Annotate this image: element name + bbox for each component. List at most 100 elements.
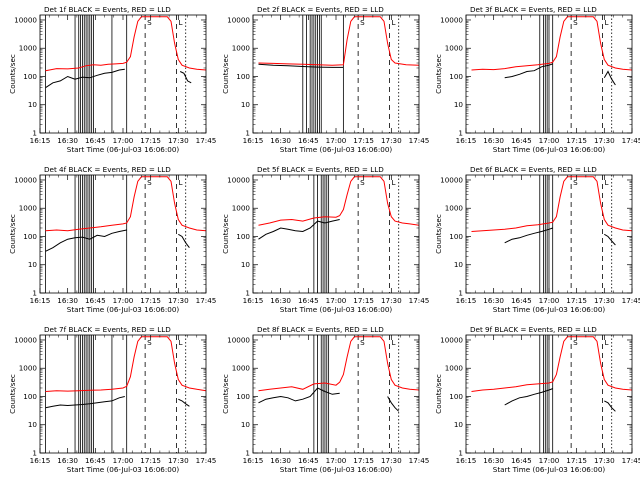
panel-2f: Det 2f BLACK = Events, RED = LLD S L 1 10 100… — [221, 5, 429, 154]
events-series-line — [387, 396, 400, 412]
event-lines — [302, 15, 400, 133]
events-series-line — [504, 388, 553, 406]
x-axis-label: Start Time (06-Jul-03 16:06:00) — [493, 465, 606, 474]
panel-title: Det 4f BLACK = Events, RED = LLD — [44, 165, 171, 174]
events-series-line — [179, 71, 192, 84]
lld-series-line — [45, 176, 206, 232]
x-tick-label: 17:45 — [409, 296, 430, 305]
events-series-line — [258, 387, 340, 404]
x-tick-label: 17:15 — [566, 296, 587, 305]
x-tick-label: 17:45 — [622, 456, 640, 465]
x-tick-label: 16:30 — [483, 136, 504, 145]
x-tick-label: 16:45 — [298, 296, 319, 305]
x-tick-label: 16:30 — [57, 456, 78, 465]
x-tick-label: 16:30 — [270, 456, 291, 465]
y-axis-label: Counts/sec — [221, 374, 230, 414]
events-series-line — [603, 70, 616, 86]
x-tick-label: 17:15 — [353, 136, 374, 145]
events-series-line — [504, 227, 553, 244]
y-tick-label: 100 — [23, 72, 37, 81]
x-tick-label: 17:45 — [196, 296, 217, 305]
series-group — [471, 176, 632, 246]
attenuator-in-marker: S — [360, 338, 365, 347]
y-tick-label: 10 — [454, 100, 464, 109]
attenuator-in-marker: S — [360, 178, 365, 187]
y-tick-label: 1000 — [232, 44, 251, 53]
plot-frame — [39, 14, 207, 134]
x-tick-label: 17:45 — [196, 456, 217, 465]
x-tick-label: 17:00 — [326, 296, 347, 305]
x-tick-label: 17:00 — [113, 136, 134, 145]
plot-frame — [252, 14, 420, 134]
panel-1f: Det 1f BLACK = Events, RED = LLD S L 1 10 100… — [8, 5, 216, 154]
y-tick-label: 100 — [236, 232, 250, 241]
y-tick-label: 1 — [245, 449, 250, 458]
event-lines — [313, 175, 400, 293]
attenuator-out-marker: L — [604, 338, 608, 347]
plot-frame — [39, 174, 207, 294]
attenuator-in-marker: S — [147, 338, 152, 347]
y-tick-label: 1000 — [19, 364, 38, 373]
plot-frame — [252, 174, 420, 294]
y-tick-label: 1000 — [445, 204, 464, 213]
events-series-line — [45, 396, 125, 409]
x-axis-label: Start Time (06-Jul-03 16:06:00) — [67, 465, 180, 474]
x-axis-label: Start Time (06-Jul-03 16:06:00) — [280, 145, 393, 154]
panel-9f: Det 9f BLACK = Events, RED = LLD S L 1 10 100… — [434, 325, 640, 474]
x-tick-label: 16:45 — [298, 136, 319, 145]
lld-series-line — [471, 176, 632, 232]
panel-title: Det 6f BLACK = Events, RED = LLD — [470, 165, 597, 174]
y-tick-label: 10000 — [227, 335, 250, 344]
attenuator-out-marker: L — [178, 178, 182, 187]
x-tick-label: 16:15 — [456, 136, 477, 145]
y-tick-label: 10000 — [440, 175, 463, 184]
attenuator-out-marker: L — [604, 18, 608, 27]
attenuator-out-marker: L — [391, 178, 395, 187]
x-tick-label: 17:15 — [140, 456, 161, 465]
y-tick-label: 1 — [32, 289, 37, 298]
y-tick-label: 1 — [458, 129, 463, 138]
x-tick-label: 16:45 — [85, 456, 106, 465]
x-tick-label: 17:45 — [196, 136, 217, 145]
attenuator-in-marker: S — [573, 338, 578, 347]
x-tick-label: 17:00 — [539, 296, 560, 305]
y-tick-label: 10 — [454, 260, 464, 269]
y-axis-label: Counts/sec — [434, 54, 443, 94]
panel-title: Det 3f BLACK = Events, RED = LLD — [470, 5, 597, 14]
x-axis-label: Start Time (06-Jul-03 16:06:00) — [493, 145, 606, 154]
y-tick-label: 10000 — [14, 15, 37, 24]
y-tick-label: 100 — [236, 392, 250, 401]
y-tick-label: 1000 — [19, 204, 38, 213]
x-axis-label: Start Time (06-Jul-03 16:06:00) — [493, 305, 606, 314]
lld-series-line — [45, 16, 206, 72]
x-tick-label: 17:00 — [326, 456, 347, 465]
y-tick-label: 100 — [23, 392, 37, 401]
x-tick-label: 16:15 — [243, 136, 264, 145]
x-tick-label: 17:30 — [381, 296, 402, 305]
panel-title: Det 8f BLACK = Events, RED = LLD — [257, 325, 384, 334]
x-tick-label: 17:45 — [622, 136, 640, 145]
y-tick-label: 1 — [458, 449, 463, 458]
x-tick-label: 16:15 — [456, 296, 477, 305]
y-tick-label: 10000 — [440, 335, 463, 344]
series-group — [45, 176, 206, 252]
y-axis-label: Counts/sec — [8, 214, 17, 254]
x-tick-label: 16:30 — [57, 296, 78, 305]
y-tick-label: 10 — [454, 420, 464, 429]
y-tick-label: 10 — [28, 100, 38, 109]
panel-title: Det 9f BLACK = Events, RED = LLD — [470, 325, 597, 334]
y-tick-label: 100 — [449, 232, 463, 241]
event-lines — [45, 15, 187, 133]
x-tick-label: 16:45 — [298, 456, 319, 465]
y-tick-label: 1000 — [445, 44, 464, 53]
series-group — [471, 16, 632, 86]
y-axis-label: Counts/sec — [434, 374, 443, 414]
x-tick-label: 16:45 — [511, 136, 532, 145]
attenuator-in-marker: S — [573, 178, 578, 187]
y-tick-label: 10 — [241, 420, 251, 429]
y-tick-label: 1 — [245, 129, 250, 138]
y-tick-label: 100 — [236, 72, 250, 81]
x-axis-label: Start Time (06-Jul-03 16:06:00) — [280, 305, 393, 314]
x-tick-label: 17:30 — [381, 136, 402, 145]
x-tick-label: 17:00 — [113, 296, 134, 305]
